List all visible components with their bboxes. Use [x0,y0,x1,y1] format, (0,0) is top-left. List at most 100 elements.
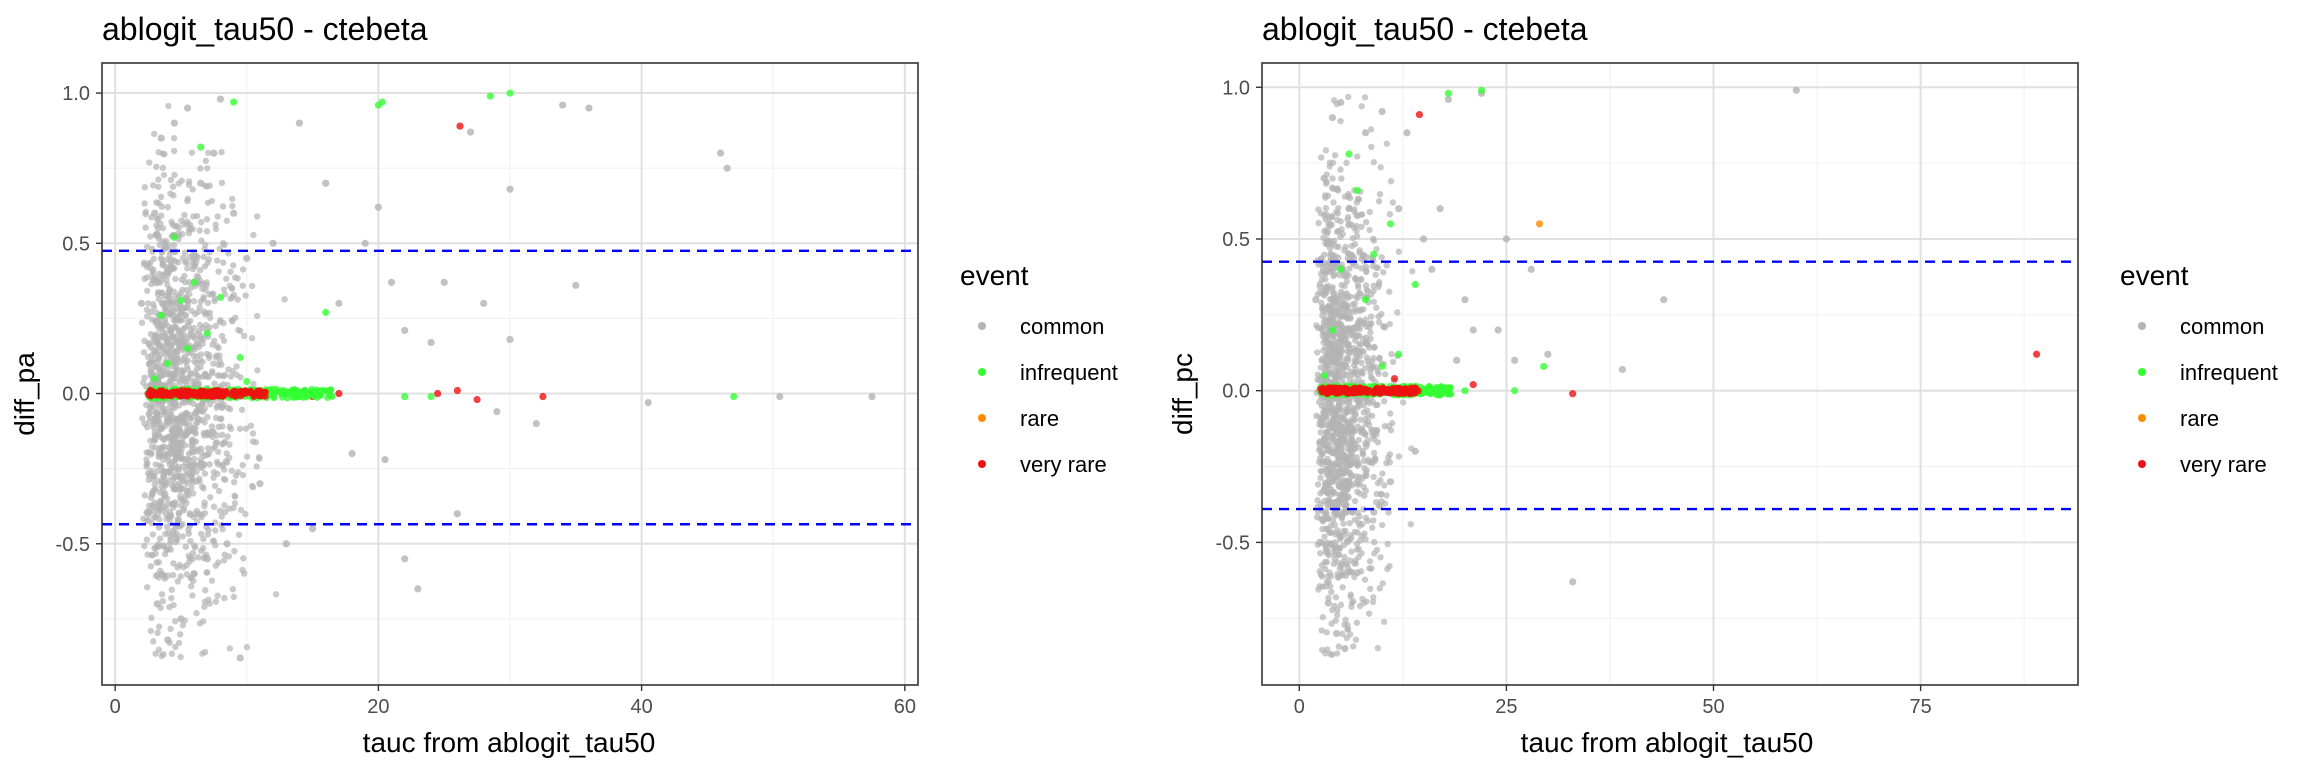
point-common [187,537,194,545]
point-common [151,415,158,422]
point-common [165,414,172,421]
point-common [1315,206,1322,213]
point-common [1320,442,1328,449]
point-common [243,643,251,651]
point-common [1348,432,1355,439]
point-common [1353,199,1361,206]
point-common [161,305,169,313]
point-common [1316,568,1323,575]
point-common [214,592,221,599]
point-common [1360,506,1367,513]
point-common [1333,228,1341,236]
point-common [212,527,219,534]
point-infrequent [197,143,205,151]
point-common [208,577,216,584]
point-common [177,502,185,509]
point-common [181,304,189,312]
point-common [1356,522,1363,529]
point-common [158,570,165,578]
point-common [1371,550,1378,557]
point-common [1355,436,1363,444]
point-common [1324,241,1331,248]
point-common [427,338,435,347]
point-common [229,586,237,593]
point-common [240,332,248,340]
point-common [158,203,165,210]
point-common [162,319,169,327]
point-common [158,591,166,598]
point-common [1363,334,1370,341]
point-common [243,254,251,262]
point-common [1331,152,1339,159]
point-common [1357,416,1364,423]
point-common [1333,650,1341,657]
point-common [1324,547,1331,554]
point-common [1322,204,1330,212]
x-tick-label: 0 [110,696,121,718]
point-common [155,183,162,190]
point-common [163,276,170,284]
point-common [200,335,207,343]
point-common [1389,199,1397,206]
point-infrequent [1361,296,1370,304]
y-tick-label: -0.5 [56,534,90,556]
point-common [149,182,157,189]
point-common [1346,536,1353,543]
point-common [227,268,234,276]
point-common [155,646,163,653]
point-common [1343,419,1351,426]
point-common [1345,205,1353,213]
point-common [361,239,369,247]
point-very-rare [1469,381,1477,389]
point-common [159,164,167,172]
point-common [163,434,171,442]
point-common [206,461,213,468]
point-common [220,259,227,266]
point-common [1370,436,1378,443]
point-common [228,316,235,324]
point-common [1377,164,1384,171]
point-common [1383,492,1390,499]
point-infrequent [1477,86,1486,94]
point-common [215,448,222,456]
point-common [178,366,185,374]
point-common [1336,271,1343,279]
y-axis-title: diff_pc [1167,353,1198,435]
point-common [175,472,183,480]
point-infrequent [157,311,165,320]
point-common [188,307,195,315]
point-infrequent [1378,362,1386,371]
point-common [1355,348,1363,355]
point-common [235,531,243,539]
point-common [184,424,192,432]
point-common [1371,538,1378,546]
legend-label-infrequent: infrequent [2180,360,2278,385]
point-common [201,371,209,379]
point-common [723,164,731,172]
point-common [220,475,228,483]
point-common [160,473,167,480]
point-common [1323,434,1330,442]
point-common [1346,567,1354,574]
point-common [220,461,227,469]
point-common [168,500,176,508]
point-common [248,282,256,290]
point-common [1428,265,1436,273]
point-common [1360,306,1367,313]
point-common [147,563,155,570]
point-common [140,349,148,356]
point-common [1339,362,1346,369]
legend-label-infrequent: infrequent [1020,360,1118,385]
point-common [1314,349,1321,356]
point-common [203,279,210,286]
point-common [716,149,725,157]
point-common [178,217,185,224]
point-common [152,461,159,468]
point-common [206,314,214,322]
point-common [156,270,163,278]
point-common [381,456,389,464]
point-common [1337,601,1345,609]
point-common [165,404,173,411]
point-common [228,467,235,474]
point-common [172,293,179,300]
